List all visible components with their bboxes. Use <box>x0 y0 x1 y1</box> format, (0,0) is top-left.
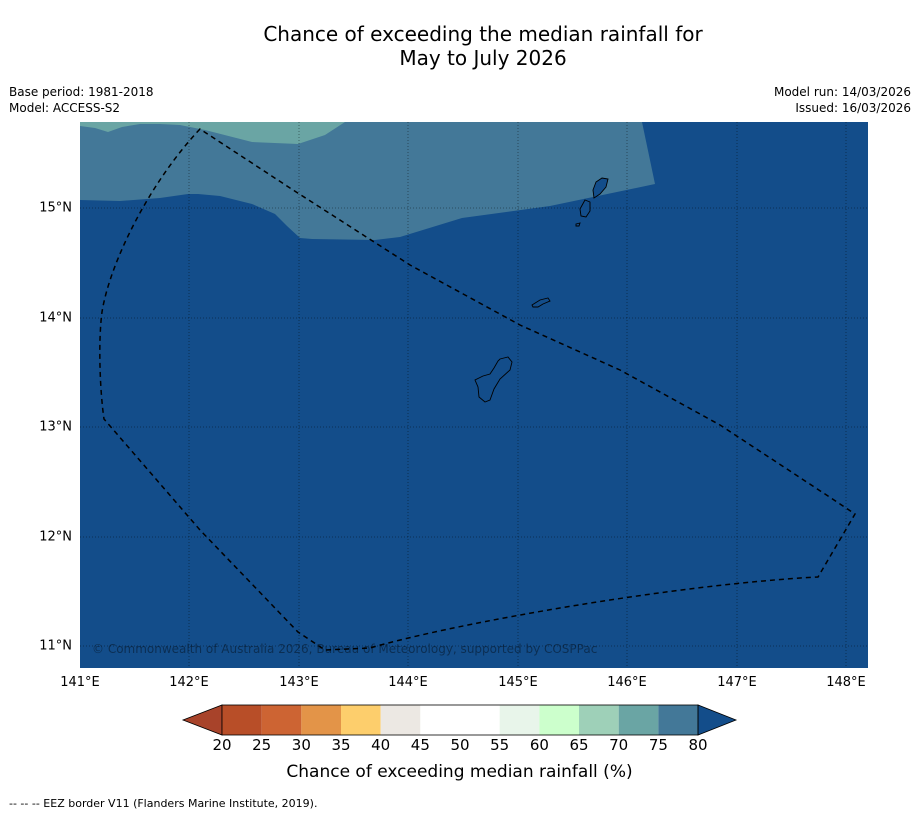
lon-label-142e: 142°E <box>169 675 209 690</box>
guam-island <box>474 356 513 403</box>
title-line-1: Chance of exceeding the median rainfall … <box>263 22 703 46</box>
rainfall-map: © Commonwealth of Australia 2026, Bureau… <box>80 122 868 668</box>
colorbar-segment-35-40 <box>341 705 381 735</box>
lon-label-148e: 148°E <box>826 675 866 690</box>
colorbar-tick-40: 40 <box>371 736 391 754</box>
lat-label-11n: 11°N <box>39 638 72 654</box>
colorbar-tick-80: 80 <box>688 736 708 754</box>
colorbar-label: Chance of exceeding median rainfall (%) <box>286 762 633 782</box>
rota-island <box>531 297 551 308</box>
colorbar-segment-50-55 <box>460 705 500 735</box>
lon-label-143e: 143°E <box>279 675 319 690</box>
colorbar-segment-40-45 <box>380 705 421 735</box>
colorbar-tick-65: 65 <box>569 736 589 754</box>
islands <box>474 177 609 403</box>
probability-band-70-75 <box>80 122 345 144</box>
colorbar-segment-70-75 <box>618 705 659 735</box>
colorbar-segment-20-25 <box>222 705 262 735</box>
colorbar-tick-20: 20 <box>212 736 232 754</box>
colorbar-segment-30-35 <box>301 705 342 735</box>
saipan-island <box>592 177 609 199</box>
lat-label-13n: 13°N <box>39 419 72 435</box>
lon-label-147e: 147°E <box>717 675 757 690</box>
colorbar-segment-75-80 <box>658 705 699 735</box>
colorbar-below-20-arrow <box>181 704 223 736</box>
colorbar-segment-25-30 <box>261 705 302 735</box>
colorbar-tick-25: 25 <box>252 736 272 754</box>
tinian-island <box>579 199 591 218</box>
model-name: Model: ACCESS-S2 <box>9 101 121 115</box>
colorbar-above-80-arrow <box>697 704 738 736</box>
colorbar-segments <box>181 704 738 736</box>
colorbar-tick-55: 55 <box>490 736 510 754</box>
colorbar-tick-75: 75 <box>648 736 668 754</box>
lat-label-12n: 12°N <box>39 529 72 545</box>
lon-label-144e: 144°E <box>388 675 428 690</box>
colorbar-tick-35: 35 <box>331 736 351 754</box>
colorbar-tick-30: 30 <box>291 736 311 754</box>
graticule <box>80 122 868 668</box>
probability-band-75-80 <box>80 122 655 240</box>
title-line-2: May to July 2026 <box>399 46 567 70</box>
colorbar-segment-65-70 <box>579 705 619 735</box>
colorbar-tick-50: 50 <box>450 736 470 754</box>
colorbar-frame <box>221 704 699 736</box>
lat-label-14n: 14°N <box>39 310 72 326</box>
meta-left: Base period: 1981-2018 Model: ACCESS-S2 <box>9 84 154 116</box>
colorbar-tick-45: 45 <box>410 736 430 754</box>
colorbar-tick-60: 60 <box>529 736 549 754</box>
lon-label-146e: 146°E <box>607 675 647 690</box>
copyright-notice: © Commonwealth of Australia 2026, Bureau… <box>92 642 597 656</box>
issued-date: Issued: 16/03/2026 <box>795 101 911 115</box>
base-period: Base period: 1981-2018 <box>9 85 154 99</box>
colorbar <box>181 704 738 736</box>
aguijan-islet <box>575 222 581 227</box>
lon-label-145e: 145°E <box>498 675 538 690</box>
colorbar-segment-55-60 <box>499 705 540 735</box>
meta-right: Model run: 14/03/2026 Issued: 16/03/2026 <box>774 84 911 116</box>
model-run: Model run: 14/03/2026 <box>773 85 911 99</box>
eez-footnote: -- -- -- EEZ border V11 (Flanders Marine… <box>9 797 318 810</box>
colorbar-segment-45-50 <box>420 705 461 735</box>
colorbar-tick-70: 70 <box>609 736 629 754</box>
map-title: Chance of exceeding the median rainfall … <box>0 22 919 70</box>
lon-label-141e: 141°E <box>60 675 100 690</box>
lat-label-15n: 15°N <box>39 200 72 216</box>
colorbar-segment-60-65 <box>539 705 580 735</box>
